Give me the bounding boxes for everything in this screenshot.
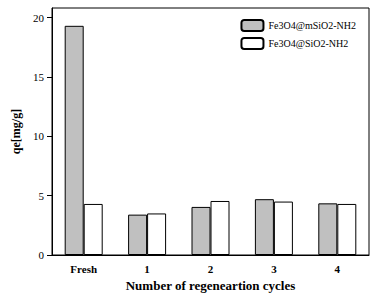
svg-text:Fresh: Fresh — [70, 263, 97, 275]
svg-text:15: 15 — [33, 71, 45, 83]
svg-text:qe[mg/g]: qe[mg/g] — [9, 109, 23, 154]
svg-text:4: 4 — [335, 263, 341, 275]
svg-text:Fe3O4@SiO2-NH2: Fe3O4@SiO2-NH2 — [268, 38, 348, 49]
svg-text:10: 10 — [33, 130, 45, 142]
svg-text:3: 3 — [271, 263, 277, 275]
svg-text:1: 1 — [144, 263, 150, 275]
svg-text:20: 20 — [33, 12, 45, 24]
svg-text:Fe3O4@mSiO2-NH2: Fe3O4@mSiO2-NH2 — [268, 20, 356, 31]
svg-text:0: 0 — [39, 249, 45, 261]
svg-text:Number of regeneartion cycles: Number of regeneartion cycles — [126, 278, 296, 293]
svg-text:2: 2 — [208, 263, 214, 275]
svg-text:5: 5 — [39, 190, 45, 202]
